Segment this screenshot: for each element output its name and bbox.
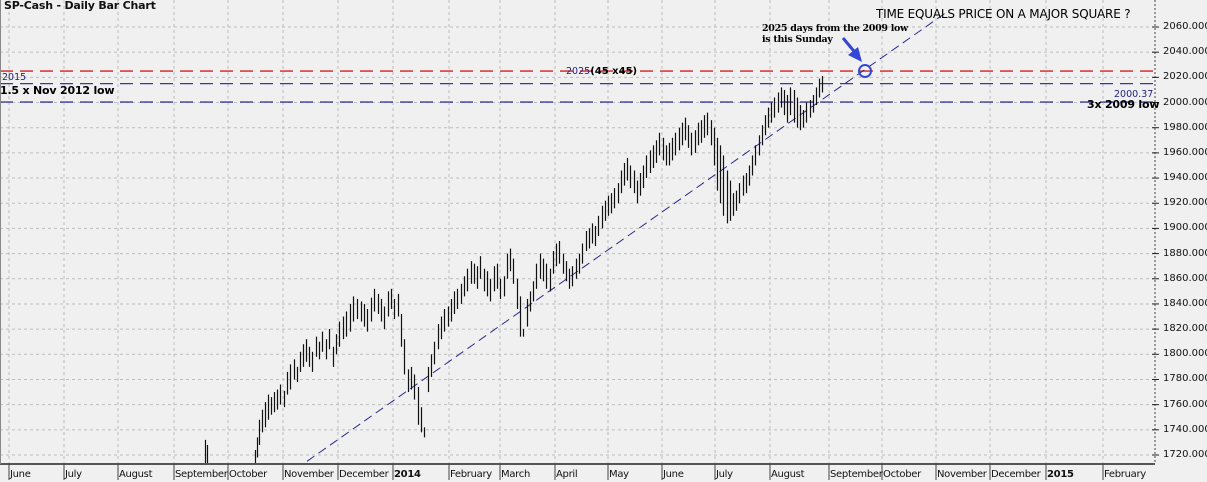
price-bars [204,76,824,464]
x-tick-label: June [663,469,684,480]
y-tick-label: 1820.000 [1163,323,1207,335]
level-2000-value: 2000.37 [1114,89,1154,100]
y-tick-label: 2060.000 [1163,21,1207,32]
x-tick-label: September [175,469,228,480]
y-tick-label: 2000.000 [1163,96,1207,108]
chart-title: SP-Cash - Daily Bar Chart [4,0,156,12]
x-tick-label: 2015 [1047,469,1074,480]
y-tick-label: 1960.000 [1163,146,1207,158]
callout-line-1: 2025 days from the 2009 low [762,23,908,34]
y-tick-label: 1740.000 [1163,423,1207,435]
y-tick-label: 2040.000 [1163,46,1207,58]
y-tick-label: 2020.000 [1163,71,1207,83]
callout-line-2: is this Sunday [762,34,833,45]
y-tick-label: 1800.000 [1163,348,1207,360]
x-tick-label: July [65,469,82,480]
x-tick-label: March [501,469,530,480]
y-tick-label: 1760.000 [1163,398,1207,410]
x-tick-label: December [339,469,389,480]
y-tick-label: 1940.000 [1163,172,1207,184]
x-tick-label: February [1104,469,1146,480]
y-tick-label: 1900.000 [1163,222,1207,234]
trendline[interactable] [306,11,948,462]
level-2015-text: 1.5 x Nov 2012 low [0,84,115,97]
x-tick-label: November [284,469,334,480]
x-tick-label: August [119,469,153,480]
level-2000-text: 3x 2009 low [1087,98,1160,111]
headline-annotation: TIME EQUALS PRICE ON A MAJOR SQUARE ? [876,7,1131,21]
level-2025-label: 2025(45 x45) [566,61,637,77]
x-tick-label: August [771,469,805,480]
x-tick-label: September [830,469,883,480]
horizontal-level-lines [0,70,1155,103]
x-tick-label: December [991,469,1041,480]
y-tick-label: 1780.000 [1163,373,1207,385]
y-tick-label: 1720.000 [1163,449,1207,460]
y-tick-label: 1840.000 [1163,297,1207,309]
x-tick-label: 2014 [394,469,421,480]
x-tick-label: April [556,469,578,480]
axes [0,0,1159,480]
x-tick-label: October [883,469,921,480]
x-tick-label: June [10,469,31,480]
x-tick-label: November [937,469,987,480]
level-2025-text: (45 x45) [590,66,638,77]
level-2025-value: 2025 [566,66,591,77]
y-tick-label: 1860.000 [1163,272,1207,284]
x-tick-label: July [716,469,733,480]
highlight-marker [841,37,872,79]
level-2015-value: 2015 [2,72,27,83]
y-tick-label: 1880.000 [1163,247,1207,259]
x-tick-label: February [450,469,492,480]
y-tick-label: 1920.000 [1163,197,1207,209]
x-tick-label: October [229,469,267,480]
y-tick-label: 1980.000 [1163,121,1207,133]
callout-note: 2025 days from the 2009 low is this Sund… [762,23,908,45]
x-tick-label: May [609,469,629,480]
grid-lines [0,0,1155,464]
